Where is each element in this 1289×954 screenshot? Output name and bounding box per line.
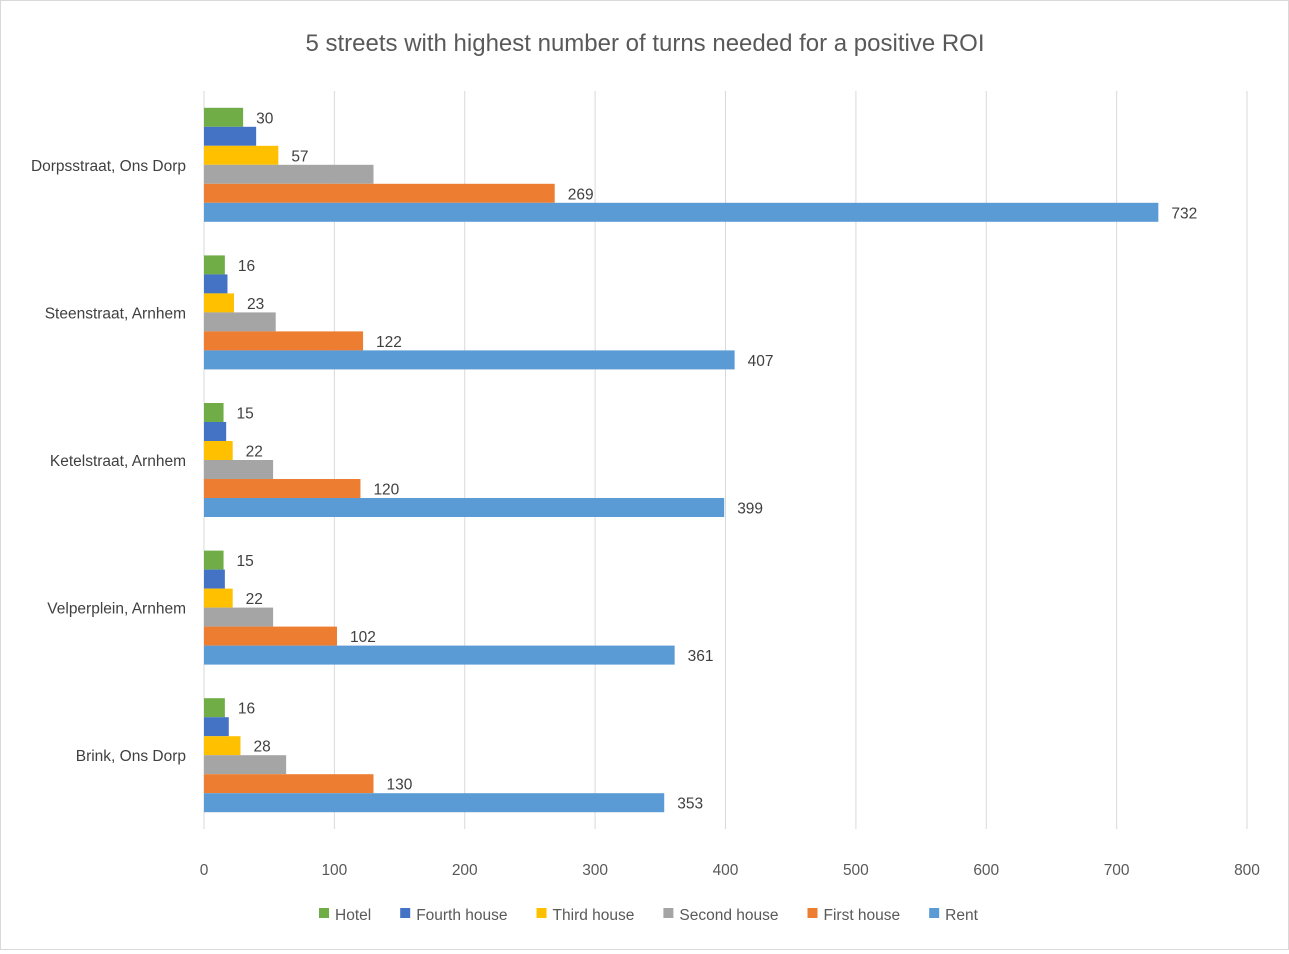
bar-third-house — [204, 293, 234, 313]
data-labels: 30 57 269 732 16 23 122 407 15 22 120 399 15 22 102 361… — [237, 110, 1198, 812]
bar-rent — [204, 498, 725, 517]
bar-second-house — [204, 164, 374, 184]
x-tick-label: 600 — [973, 862, 999, 879]
legend-swatch — [807, 908, 818, 918]
bar-rent — [204, 202, 1159, 222]
bar-second-house — [204, 607, 274, 627]
legend-swatch — [663, 908, 674, 918]
data-label-hotel: 30 — [256, 110, 274, 127]
bar-first-house — [204, 774, 374, 794]
legend-swatch — [400, 908, 411, 918]
data-label-hotel: 15 — [237, 553, 254, 570]
bar-third-house — [204, 588, 233, 608]
bar-first-house — [204, 626, 337, 646]
data-label-third-house: 22 — [246, 444, 263, 461]
bar-hotel — [204, 107, 244, 127]
bars — [204, 107, 1159, 813]
legend-label: Fourth house — [416, 907, 507, 924]
legend-item-rent: Rent — [929, 907, 979, 924]
data-label-first-house: 269 — [568, 186, 594, 203]
data-label-hotel: 16 — [238, 701, 255, 718]
legend: Hotel Fourth house Third house Second house… — [319, 907, 979, 924]
bar-hotel — [204, 255, 225, 275]
data-label-first-house: 130 — [386, 777, 412, 794]
data-label-third-house: 57 — [291, 148, 308, 165]
legend-item-hotel: Hotel — [319, 907, 371, 924]
data-label-third-house: 23 — [247, 296, 264, 313]
bar-third-house — [204, 736, 241, 756]
legend-swatch — [536, 908, 547, 918]
x-tick-label: 200 — [452, 862, 478, 879]
data-label-rent: 407 — [748, 353, 774, 370]
category-label: Velperplein, Arnhem — [47, 601, 186, 618]
bar-first-house — [204, 331, 364, 351]
bar-fourth-house — [204, 569, 225, 589]
data-label-rent: 399 — [737, 501, 763, 518]
data-label-third-house: 22 — [246, 591, 263, 608]
category-labels: Dorpsstraat, Ons Dorp Steenstraat, Arnhem… — [31, 158, 186, 765]
data-label-first-house: 102 — [350, 629, 376, 646]
x-tick-label: 0 — [200, 862, 209, 879]
x-tick-label: 500 — [843, 862, 869, 879]
category-label: Steenstraat, Arnhem — [45, 305, 186, 322]
data-label-rent: 353 — [677, 796, 703, 813]
bar-first-house — [204, 479, 361, 498]
bar-first-house — [204, 183, 555, 203]
legend-label: First house — [824, 907, 901, 924]
bar-fourth-house — [204, 126, 257, 146]
bar-fourth-house — [204, 717, 229, 737]
bar-rent — [204, 645, 675, 665]
x-tick-label: 700 — [1104, 862, 1130, 879]
legend-item-fourth-house: Fourth house — [400, 907, 508, 924]
bar-third-house — [204, 145, 279, 165]
bar-fourth-house — [204, 274, 228, 294]
category-label: Brink, Ons Dorp — [76, 748, 186, 765]
data-label-first-house: 122 — [376, 334, 402, 351]
legend-label: Second house — [679, 907, 778, 924]
x-axis-ticks: 0 100 200 300 400 500 600 700 800 — [200, 862, 1261, 879]
legend-swatch — [929, 908, 940, 918]
data-label-hotel: 15 — [237, 406, 254, 423]
bar-hotel — [204, 698, 225, 718]
x-tick-label: 800 — [1234, 862, 1260, 879]
legend-item-second-house: Second house — [663, 907, 779, 924]
x-tick-label: 400 — [713, 862, 739, 879]
data-label-hotel: 16 — [238, 258, 255, 275]
legend-swatch — [319, 908, 329, 918]
legend-label: Third house — [553, 907, 635, 924]
bar-hotel — [204, 403, 224, 422]
bar-third-house — [204, 441, 233, 460]
bar-rent — [204, 350, 735, 370]
legend-label: Rent — [945, 907, 978, 924]
chart-title: 5 streets with highest number of turns n… — [305, 30, 984, 57]
category-label: Dorpsstraat, Ons Dorp — [31, 158, 186, 175]
bar-rent — [204, 793, 665, 813]
legend-item-third-house: Third house — [536, 907, 635, 924]
data-label-first-house: 120 — [373, 482, 399, 499]
x-tick-label: 100 — [321, 862, 347, 879]
data-label-third-house: 28 — [254, 739, 271, 756]
bar-second-house — [204, 460, 274, 479]
data-label-rent: 361 — [688, 648, 714, 665]
x-tick-label: 300 — [582, 862, 608, 879]
bar-second-house — [204, 755, 287, 775]
bar-fourth-house — [204, 422, 227, 441]
legend-label: Hotel — [335, 907, 371, 924]
data-label-rent: 732 — [1171, 205, 1197, 222]
bar-second-house — [204, 312, 276, 332]
legend-item-first-house: First house — [807, 907, 901, 924]
bar-hotel — [204, 550, 224, 570]
category-label: Ketelstraat, Arnhem — [50, 453, 186, 470]
